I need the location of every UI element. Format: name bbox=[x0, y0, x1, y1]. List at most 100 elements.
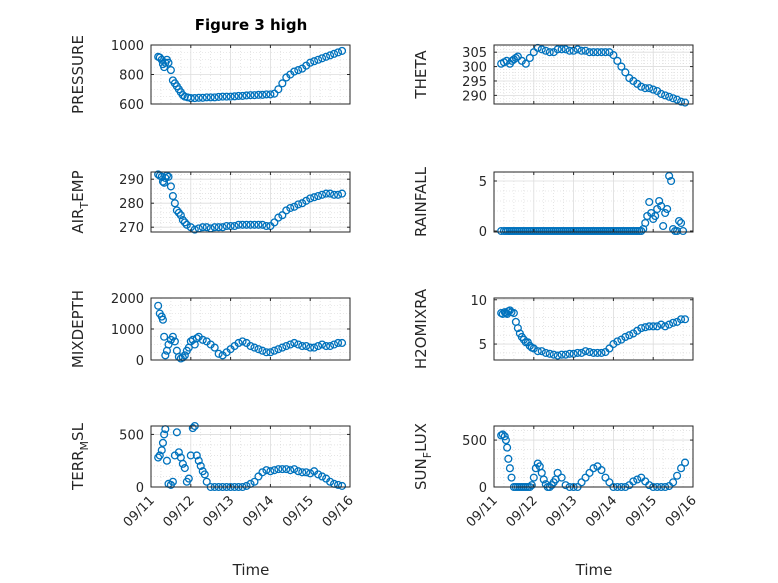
y-axis-label: SUNFLUX bbox=[412, 423, 434, 490]
data-point bbox=[557, 350, 566, 359]
data-point bbox=[160, 332, 169, 341]
y-axis-label-main: AIR bbox=[69, 209, 87, 234]
data-point bbox=[557, 45, 566, 54]
data-point bbox=[170, 199, 179, 208]
data-point bbox=[675, 216, 684, 226]
data-point bbox=[314, 191, 323, 201]
y-axis-label-rest: EMP bbox=[69, 170, 87, 201]
data-point bbox=[673, 95, 682, 104]
data-point bbox=[166, 66, 175, 75]
axes-box bbox=[493, 171, 694, 233]
data-point bbox=[238, 337, 247, 346]
data-point bbox=[659, 221, 668, 231]
data-point bbox=[290, 465, 299, 474]
data-point bbox=[505, 464, 514, 473]
data-point bbox=[250, 343, 259, 352]
data-point bbox=[330, 49, 339, 58]
data-point bbox=[318, 472, 327, 481]
data-point bbox=[306, 58, 315, 67]
data-point bbox=[334, 190, 343, 199]
data-point bbox=[222, 92, 231, 101]
data-point bbox=[306, 469, 315, 478]
data-point bbox=[164, 340, 173, 349]
data-point bbox=[254, 472, 263, 481]
data-point bbox=[553, 468, 562, 477]
data-point bbox=[621, 332, 630, 342]
data-point bbox=[641, 323, 650, 332]
x-axis-label-left: Time bbox=[232, 561, 270, 579]
data-point bbox=[545, 48, 554, 57]
data-point bbox=[230, 221, 239, 231]
data-point bbox=[270, 346, 279, 355]
data-point bbox=[531, 464, 540, 473]
y-axis-label-main: TERR bbox=[69, 450, 87, 491]
panel-pressure: 600 800 1000 PRESSURE bbox=[69, 35, 351, 114]
data-point bbox=[661, 322, 670, 331]
data-point bbox=[254, 220, 263, 229]
y-tick-label: 0 bbox=[479, 225, 487, 240]
data-point bbox=[633, 475, 642, 484]
data-point bbox=[258, 90, 267, 99]
data-point bbox=[250, 91, 259, 100]
data-point bbox=[561, 45, 570, 54]
data-point bbox=[507, 473, 516, 482]
data-point bbox=[294, 66, 303, 75]
data-point bbox=[242, 220, 251, 229]
data-point bbox=[160, 178, 169, 187]
data-point bbox=[184, 474, 193, 483]
data-point bbox=[186, 451, 195, 460]
data-point bbox=[278, 211, 287, 220]
data-point bbox=[180, 464, 189, 473]
data-point bbox=[198, 335, 207, 344]
data-point bbox=[330, 340, 339, 349]
data-point bbox=[621, 68, 630, 77]
data-point bbox=[663, 204, 672, 214]
data-point bbox=[653, 322, 662, 331]
data-point bbox=[154, 301, 163, 310]
data-point bbox=[160, 430, 169, 439]
data-point bbox=[310, 193, 319, 202]
axes-box bbox=[493, 297, 694, 361]
data-point bbox=[258, 468, 267, 477]
x-axis-label-right: Time bbox=[575, 561, 613, 579]
y-axis-label: TERRMSL bbox=[69, 422, 91, 491]
data-point bbox=[242, 91, 251, 100]
data-point bbox=[176, 211, 185, 220]
y-tick-label: 5 bbox=[479, 338, 487, 353]
data-point bbox=[577, 46, 586, 55]
data-point bbox=[202, 93, 211, 102]
data-point bbox=[645, 84, 654, 93]
data-point bbox=[669, 318, 678, 327]
data-point bbox=[294, 467, 303, 476]
data-point bbox=[302, 341, 311, 351]
data-point bbox=[337, 46, 347, 55]
data-point bbox=[613, 56, 622, 65]
data-point bbox=[234, 91, 243, 100]
y-axis-label-main: THETA bbox=[412, 50, 430, 100]
data-point bbox=[178, 459, 187, 468]
data-point bbox=[577, 478, 586, 487]
data-point bbox=[585, 48, 594, 57]
data-point bbox=[589, 348, 598, 357]
data-point bbox=[282, 206, 291, 215]
data-point bbox=[673, 471, 682, 480]
data-point bbox=[677, 315, 686, 324]
data-point bbox=[168, 332, 177, 341]
data-point bbox=[593, 48, 602, 57]
data-point bbox=[661, 208, 670, 218]
data-point bbox=[314, 470, 323, 479]
data-point bbox=[657, 320, 666, 329]
data-point bbox=[178, 91, 187, 100]
data-point bbox=[182, 220, 191, 229]
data-point bbox=[214, 223, 223, 232]
data-point bbox=[290, 202, 299, 211]
data-point bbox=[521, 59, 530, 68]
data-point bbox=[601, 48, 610, 57]
data-point bbox=[158, 438, 167, 447]
data-point bbox=[549, 350, 558, 359]
panel-rainfall: 0 5 RAINFALL bbox=[412, 166, 694, 240]
data-point bbox=[314, 341, 323, 351]
panel-h2omixra: 5 10 H2OMIXRA bbox=[412, 288, 694, 369]
data-point bbox=[326, 51, 335, 60]
data-point bbox=[597, 348, 606, 357]
